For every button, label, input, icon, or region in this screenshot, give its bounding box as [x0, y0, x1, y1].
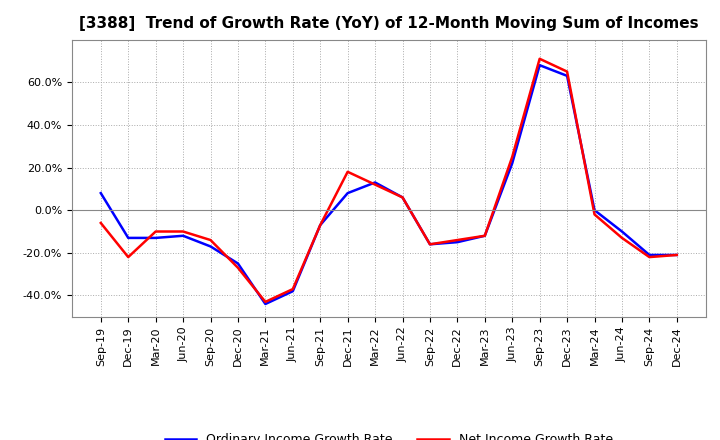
- Net Income Growth Rate: [618, 235, 626, 241]
- Ordinary Income Growth Rate: [233, 261, 242, 266]
- Ordinary Income Growth Rate: [343, 191, 352, 196]
- Net Income Growth Rate: [672, 252, 681, 257]
- Net Income Growth Rate: [563, 69, 572, 74]
- Net Income Growth Rate: [124, 254, 132, 260]
- Ordinary Income Growth Rate: [480, 233, 489, 238]
- Ordinary Income Growth Rate: [426, 242, 434, 247]
- Net Income Growth Rate: [261, 299, 270, 304]
- Ordinary Income Growth Rate: [645, 252, 654, 257]
- Ordinary Income Growth Rate: [179, 233, 187, 238]
- Ordinary Income Growth Rate: [398, 195, 407, 200]
- Net Income Growth Rate: [645, 254, 654, 260]
- Legend: Ordinary Income Growth Rate, Net Income Growth Rate: Ordinary Income Growth Rate, Net Income …: [160, 429, 618, 440]
- Net Income Growth Rate: [426, 242, 434, 247]
- Net Income Growth Rate: [289, 286, 297, 292]
- Net Income Growth Rate: [151, 229, 160, 234]
- Ordinary Income Growth Rate: [536, 62, 544, 68]
- Net Income Growth Rate: [233, 265, 242, 271]
- Net Income Growth Rate: [590, 212, 599, 217]
- Ordinary Income Growth Rate: [206, 244, 215, 249]
- Ordinary Income Growth Rate: [563, 73, 572, 78]
- Ordinary Income Growth Rate: [151, 235, 160, 241]
- Line: Net Income Growth Rate: Net Income Growth Rate: [101, 59, 677, 302]
- Ordinary Income Growth Rate: [316, 223, 325, 228]
- Ordinary Income Growth Rate: [590, 208, 599, 213]
- Net Income Growth Rate: [316, 223, 325, 228]
- Ordinary Income Growth Rate: [672, 252, 681, 257]
- Net Income Growth Rate: [179, 229, 187, 234]
- Ordinary Income Growth Rate: [453, 239, 462, 245]
- Net Income Growth Rate: [206, 238, 215, 243]
- Net Income Growth Rate: [343, 169, 352, 174]
- Ordinary Income Growth Rate: [618, 229, 626, 234]
- Net Income Growth Rate: [480, 233, 489, 238]
- Net Income Growth Rate: [398, 195, 407, 200]
- Net Income Growth Rate: [453, 238, 462, 243]
- Net Income Growth Rate: [536, 56, 544, 62]
- Ordinary Income Growth Rate: [96, 191, 105, 196]
- Ordinary Income Growth Rate: [508, 161, 516, 166]
- Ordinary Income Growth Rate: [289, 289, 297, 294]
- Net Income Growth Rate: [371, 182, 379, 187]
- Net Income Growth Rate: [96, 220, 105, 226]
- Ordinary Income Growth Rate: [371, 180, 379, 185]
- Ordinary Income Growth Rate: [124, 235, 132, 241]
- Title: [3388]  Trend of Growth Rate (YoY) of 12-Month Moving Sum of Incomes: [3388] Trend of Growth Rate (YoY) of 12-…: [79, 16, 698, 32]
- Ordinary Income Growth Rate: [261, 301, 270, 307]
- Line: Ordinary Income Growth Rate: Ordinary Income Growth Rate: [101, 65, 677, 304]
- Net Income Growth Rate: [508, 154, 516, 160]
